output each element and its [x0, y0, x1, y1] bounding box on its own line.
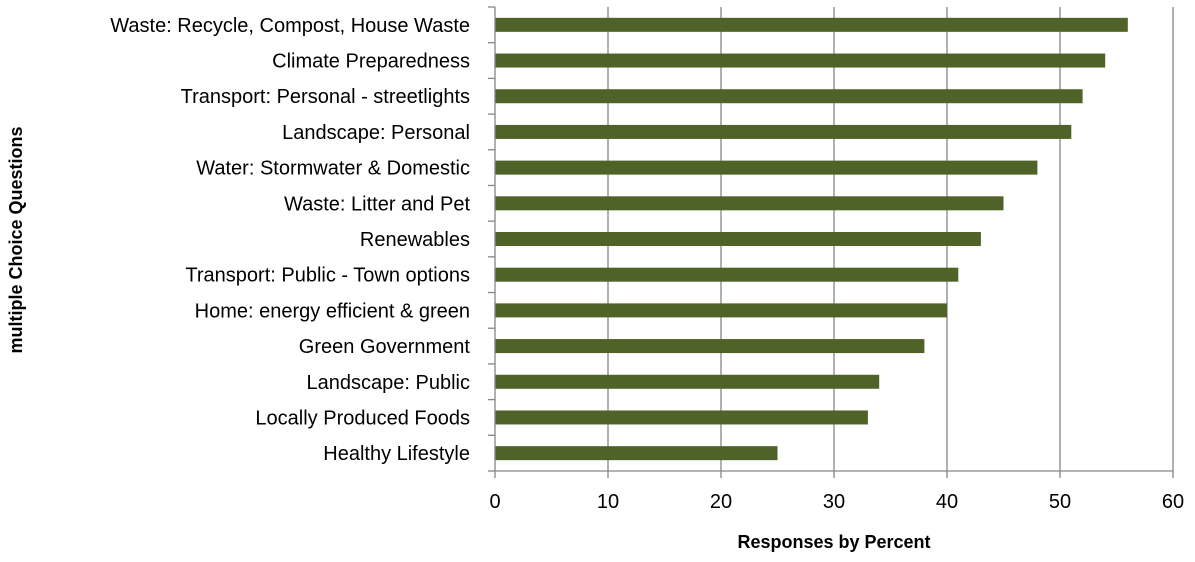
- category-label: Climate Preparedness: [272, 51, 470, 73]
- category-label: Home: energy efficient & green: [195, 300, 470, 322]
- x-tick-label: 30: [823, 491, 845, 513]
- bar: [495, 410, 868, 425]
- bar: [495, 124, 1072, 139]
- category-label: Waste: Litter and Pet: [284, 193, 470, 215]
- category-label: Landscape: Public: [307, 372, 470, 394]
- x-tick-label: 20: [710, 491, 732, 513]
- category-label: Transport: Personal - streetlights: [181, 86, 470, 108]
- x-axis-title: Responses by Percent: [737, 532, 930, 552]
- x-tick-label: 60: [1162, 491, 1184, 513]
- category-label: Healthy Lifestyle: [323, 443, 470, 465]
- category-label: Landscape: Personal: [282, 122, 470, 144]
- x-tick-label: 50: [1049, 491, 1071, 513]
- bar: [495, 446, 778, 461]
- bar: [495, 303, 947, 318]
- axes: [488, 6, 1174, 478]
- x-tick-label: 10: [597, 491, 619, 513]
- bars: [495, 17, 1128, 461]
- x-tick-label: 40: [936, 491, 958, 513]
- bar: [495, 17, 1128, 32]
- bar: [495, 232, 981, 246]
- y-axis-title: multiple Choice Questions: [6, 126, 26, 353]
- category-label: Water: Stormwater & Domestic: [196, 158, 470, 180]
- category-label: Locally Produced Foods: [255, 407, 470, 429]
- category-label: Renewables: [360, 229, 470, 251]
- category-label: Green Government: [299, 336, 471, 358]
- bar: [495, 53, 1106, 68]
- x-tick-labels: 0 10 20 30 40 50 60: [489, 491, 1184, 513]
- category-label: Transport: Public - Town options: [185, 265, 470, 287]
- bar: [495, 89, 1083, 104]
- x-tick-label: 0: [489, 491, 500, 513]
- bar: [495, 160, 1038, 175]
- category-labels: Waste: Recycle, Compost, House Waste Clim…: [110, 15, 470, 465]
- bar: [495, 339, 925, 354]
- category-label: Waste: Recycle, Compost, House Waste: [110, 15, 470, 37]
- bar: [495, 374, 880, 389]
- bar: [495, 267, 959, 282]
- bar: [495, 196, 1004, 211]
